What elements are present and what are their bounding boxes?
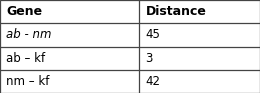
Text: 3: 3 xyxy=(146,52,153,65)
Text: Distance: Distance xyxy=(146,5,206,18)
Text: Gene: Gene xyxy=(6,5,43,18)
Text: nm – kf: nm – kf xyxy=(6,75,50,88)
Text: 42: 42 xyxy=(146,75,161,88)
Text: 45: 45 xyxy=(146,28,160,41)
Text: ab - nm: ab - nm xyxy=(6,28,52,41)
Text: ab – kf: ab – kf xyxy=(6,52,46,65)
